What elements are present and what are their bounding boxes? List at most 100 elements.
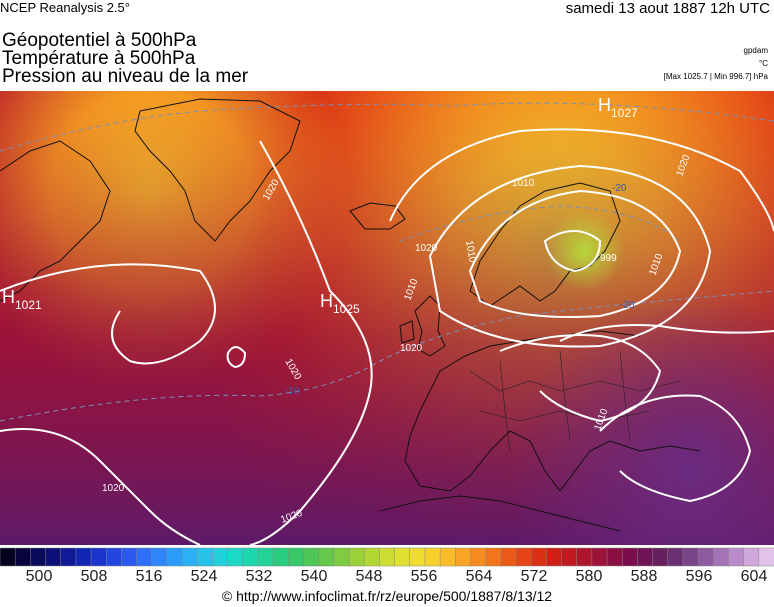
color-swatch — [257, 547, 275, 567]
isotherm-label: -20 — [620, 300, 635, 311]
color-swatch — [227, 547, 244, 567]
color-swatch — [606, 547, 624, 567]
color-swatch — [363, 547, 381, 567]
iceland-coast — [349, 202, 406, 230]
color-swatch — [75, 547, 92, 567]
africa-coast — [379, 495, 621, 532]
data-source-label: NCEP Reanalysis 2.5° — [0, 0, 130, 15]
color-swatch — [576, 547, 593, 567]
color-swatch — [272, 547, 290, 567]
isobar-label: 1010 — [463, 240, 478, 264]
color-swatch — [439, 547, 457, 567]
color-swatch — [697, 547, 715, 567]
color-swatch — [197, 547, 214, 567]
color-swatch — [121, 547, 138, 567]
color-swatch — [379, 547, 396, 567]
color-swatch — [743, 547, 760, 567]
high-center-1021: H1021 — [2, 287, 42, 312]
color-swatch — [424, 547, 441, 567]
color-scale-label: 588 — [630, 568, 658, 585]
color-swatch — [713, 547, 730, 567]
color-scale-label: 604 — [740, 568, 768, 585]
color-swatch — [90, 547, 108, 567]
isotherms — [0, 102, 774, 422]
color-swatch — [455, 547, 472, 567]
isobar-label: 1020 — [400, 343, 423, 354]
color-swatch — [591, 547, 608, 567]
color-scale-label: 548 — [355, 568, 383, 585]
color-scale-label: 556 — [410, 568, 438, 585]
color-swatch — [181, 547, 199, 567]
color-scale-label: 500 — [25, 568, 53, 585]
color-scale-label: 564 — [465, 568, 493, 585]
greenland-coast — [134, 98, 301, 242]
unit-temperature: °C — [759, 59, 768, 68]
source-url-credit: © http://www.infoclimat.fr/rz/europe/500… — [221, 588, 553, 604]
color-scale-label: 572 — [520, 568, 548, 585]
ireland-coast — [399, 320, 415, 344]
color-scale-label: 596 — [685, 568, 713, 585]
color-swatch — [212, 547, 229, 567]
isobar-label: 1020 — [102, 483, 125, 494]
low-value-label: 999 — [600, 253, 617, 264]
pressure-centers: H1027 H1025 H1021 — [2, 95, 638, 316]
color-swatch — [728, 547, 745, 567]
color-swatch — [45, 547, 62, 567]
color-swatch — [485, 547, 502, 567]
color-scale-bar — [0, 547, 774, 567]
isobar-label: 1010 — [512, 178, 535, 189]
map-titles: Géopotentiel à 500hPa Température à 500h… — [2, 30, 249, 87]
color-swatch — [409, 547, 426, 567]
color-swatch — [682, 547, 699, 567]
color-scale-label: 524 — [190, 568, 218, 585]
canada-coast — [0, 140, 111, 302]
color-swatch — [166, 547, 183, 567]
color-swatch — [621, 547, 639, 567]
date-label: samedi 13 aout 1887 12h UTC — [565, 0, 770, 17]
color-swatch — [348, 547, 366, 567]
color-swatch — [242, 547, 259, 567]
color-swatch — [637, 547, 654, 567]
color-swatch — [530, 547, 548, 567]
color-swatch — [561, 547, 578, 567]
high-center-1025: H1025 — [320, 291, 360, 316]
title-pressure: Pression au niveau de la mer — [2, 66, 249, 87]
color-swatch — [136, 547, 153, 567]
color-scale-label: 508 — [80, 568, 108, 585]
high-center-1027: H1027 — [598, 95, 638, 120]
color-swatch — [652, 547, 669, 567]
isotherm-label: -20 — [612, 183, 627, 194]
color-swatch — [303, 547, 320, 567]
color-swatch — [515, 547, 533, 567]
color-scale-label: 540 — [300, 568, 328, 585]
color-swatch — [470, 547, 487, 567]
weather-map: H1027 H1025 H1021 1020 1020 1020 1020 10… — [0, 91, 774, 545]
isotherm-label: -10 — [285, 386, 300, 397]
color-scale-label: 516 — [135, 568, 163, 585]
color-swatch — [14, 547, 32, 567]
color-swatch — [394, 547, 411, 567]
color-swatch — [546, 547, 563, 567]
color-swatch — [500, 547, 517, 567]
color-swatch — [151, 547, 168, 567]
color-swatch — [333, 547, 350, 567]
color-swatch — [30, 547, 47, 567]
color-swatch — [60, 547, 77, 567]
title-temperature: Température à 500hPa — [2, 48, 196, 69]
isotherm-labels: -10 -20 -20 — [285, 183, 635, 397]
color-swatch — [758, 547, 774, 567]
britain-coast — [414, 295, 446, 357]
units-block: gpdam °C [Max 1025.7 | Min 996.7] hPa — [664, 44, 768, 83]
color-swatch — [667, 547, 684, 567]
unit-pressure: [Max 1025.7 | Min 996.7] hPa — [663, 72, 768, 81]
color-swatch — [288, 547, 305, 567]
title-geopotential: Géopotentiel à 500hPa — [2, 30, 197, 51]
unit-geopotential: gpdam — [743, 46, 768, 55]
color-scale-label: 532 — [245, 568, 273, 585]
isobar-label: 1020 — [415, 243, 438, 254]
color-scale-labels: 500 508 516 524 532 540 548 556 564 572 580 588 596 6… — [0, 568, 774, 588]
color-swatch — [0, 547, 17, 567]
color-swatch — [318, 547, 335, 567]
color-swatch — [105, 547, 123, 567]
color-scale-label: 580 — [575, 568, 603, 585]
